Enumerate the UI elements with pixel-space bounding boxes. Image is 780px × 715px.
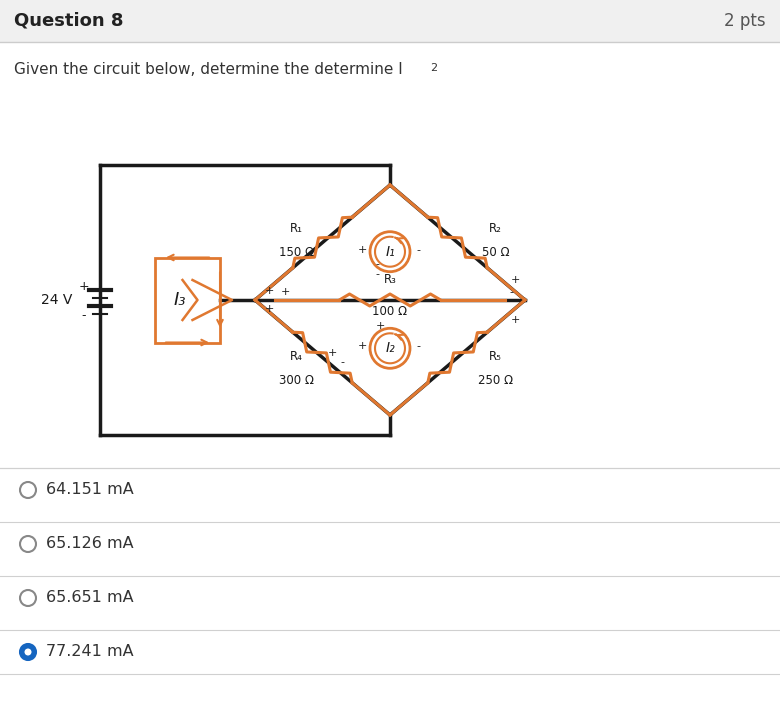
Text: 64.151 mA: 64.151 mA [46, 483, 133, 498]
Text: -: - [416, 245, 420, 255]
Text: 250 Ω: 250 Ω [478, 375, 513, 388]
Text: 150 Ω: 150 Ω [279, 247, 314, 260]
Text: +: + [357, 245, 367, 255]
Text: 77.241 mA: 77.241 mA [46, 644, 133, 659]
Circle shape [24, 649, 31, 656]
Text: +: + [510, 275, 519, 285]
Text: -: - [375, 269, 379, 279]
Text: R₅: R₅ [489, 350, 502, 363]
Text: Question 8: Question 8 [14, 12, 123, 30]
Text: 300 Ω: 300 Ω [279, 375, 314, 388]
Text: Given the circuit below, determine the determine I: Given the circuit below, determine the d… [14, 62, 402, 77]
Text: 24 V: 24 V [41, 293, 72, 307]
Text: -: - [375, 259, 379, 269]
Text: -: - [416, 341, 420, 351]
Text: I₁: I₁ [385, 245, 395, 259]
Text: I₂: I₂ [385, 341, 395, 355]
Text: +: + [79, 280, 90, 292]
Text: R₂: R₂ [489, 222, 502, 235]
Text: +: + [264, 286, 274, 296]
Bar [155, 257, 220, 342]
Text: 2 pts: 2 pts [725, 12, 766, 30]
Text: 65.126 mA: 65.126 mA [46, 536, 133, 551]
Text: 65.651 mA: 65.651 mA [46, 591, 133, 606]
Text: R₃: R₃ [384, 273, 396, 286]
Circle shape [20, 644, 36, 660]
Text: 2: 2 [430, 63, 437, 73]
Text: -: - [509, 287, 513, 297]
Text: +: + [328, 347, 337, 358]
Text: +: + [375, 321, 385, 331]
Text: 50 Ω: 50 Ω [482, 247, 509, 260]
Text: -: - [341, 358, 345, 368]
Text: R₁: R₁ [290, 222, 303, 235]
Text: +: + [264, 304, 274, 314]
Text: +: + [510, 315, 519, 325]
Text: I₃: I₃ [173, 291, 186, 309]
Text: -: - [82, 310, 87, 322]
Text: +: + [280, 287, 289, 297]
Bar [0, 0, 780, 42]
Text: 100 Ω: 100 Ω [372, 305, 408, 318]
Text: R₄: R₄ [290, 350, 303, 363]
Text: +: + [357, 341, 367, 351]
